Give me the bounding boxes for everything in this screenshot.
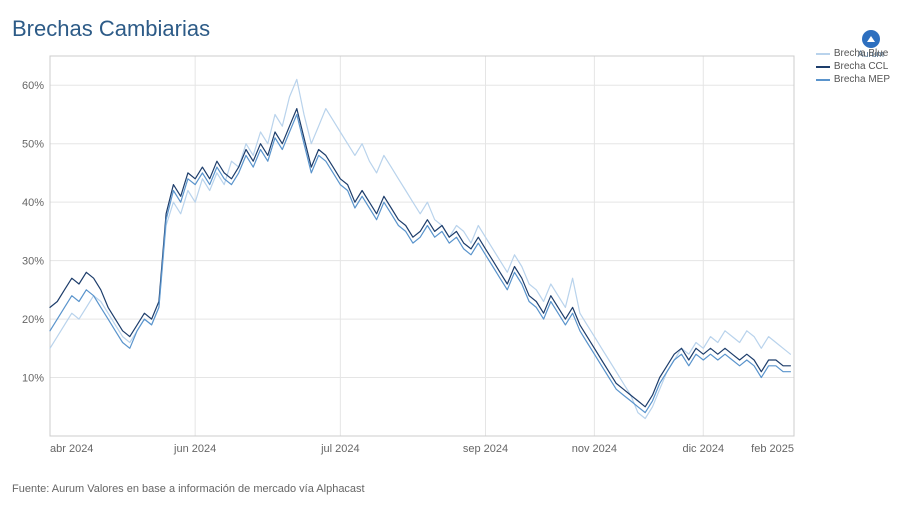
- legend-label: Brecha Blue: [834, 48, 888, 59]
- chart-title: Brechas Cambiarias: [8, 16, 892, 42]
- legend-label: Brecha CCL: [834, 61, 888, 72]
- legend: Brecha Blue Brecha CCL Brecha MEP: [816, 48, 890, 87]
- svg-text:40%: 40%: [22, 197, 44, 209]
- svg-text:50%: 50%: [22, 139, 44, 151]
- line-chart-svg: 10% 20% 30% 40% 50% 60% abr 2024 jun 2024 jul 20…: [8, 48, 888, 468]
- legend-swatch: [816, 79, 830, 81]
- legend-item: Brecha CCL: [816, 61, 890, 72]
- svg-text:30%: 30%: [22, 256, 44, 268]
- legend-item: Brecha MEP: [816, 74, 890, 85]
- legend-label: Brecha MEP: [834, 74, 890, 85]
- svg-text:60%: 60%: [22, 80, 44, 92]
- legend-item: Brecha Blue: [816, 48, 890, 59]
- chart-container: Brechas Cambiarias Aurum 10%20%30%40%50%…: [0, 0, 900, 505]
- legend-swatch: [816, 66, 830, 68]
- svg-text:jun 2024: jun 2024: [173, 443, 216, 455]
- plot-area: 10% 20% 30% 40% 50% 60% abr 2024 jun 2024 jul 20…: [8, 48, 888, 468]
- svg-text:sep 2024: sep 2024: [463, 443, 508, 455]
- svg-text:jul 2024: jul 2024: [320, 443, 360, 455]
- svg-text:nov 2024: nov 2024: [572, 443, 617, 455]
- svg-text:10%: 10%: [22, 373, 44, 385]
- source-caption: Fuente: Aurum Valores en base a informac…: [12, 483, 365, 495]
- logo-icon: [862, 30, 880, 48]
- svg-text:abr 2024: abr 2024: [50, 443, 93, 455]
- legend-swatch: [816, 53, 830, 55]
- svg-text:dic 2024: dic 2024: [682, 443, 724, 455]
- svg-text:feb 2025: feb 2025: [751, 443, 794, 455]
- svg-text:20%: 20%: [22, 314, 44, 326]
